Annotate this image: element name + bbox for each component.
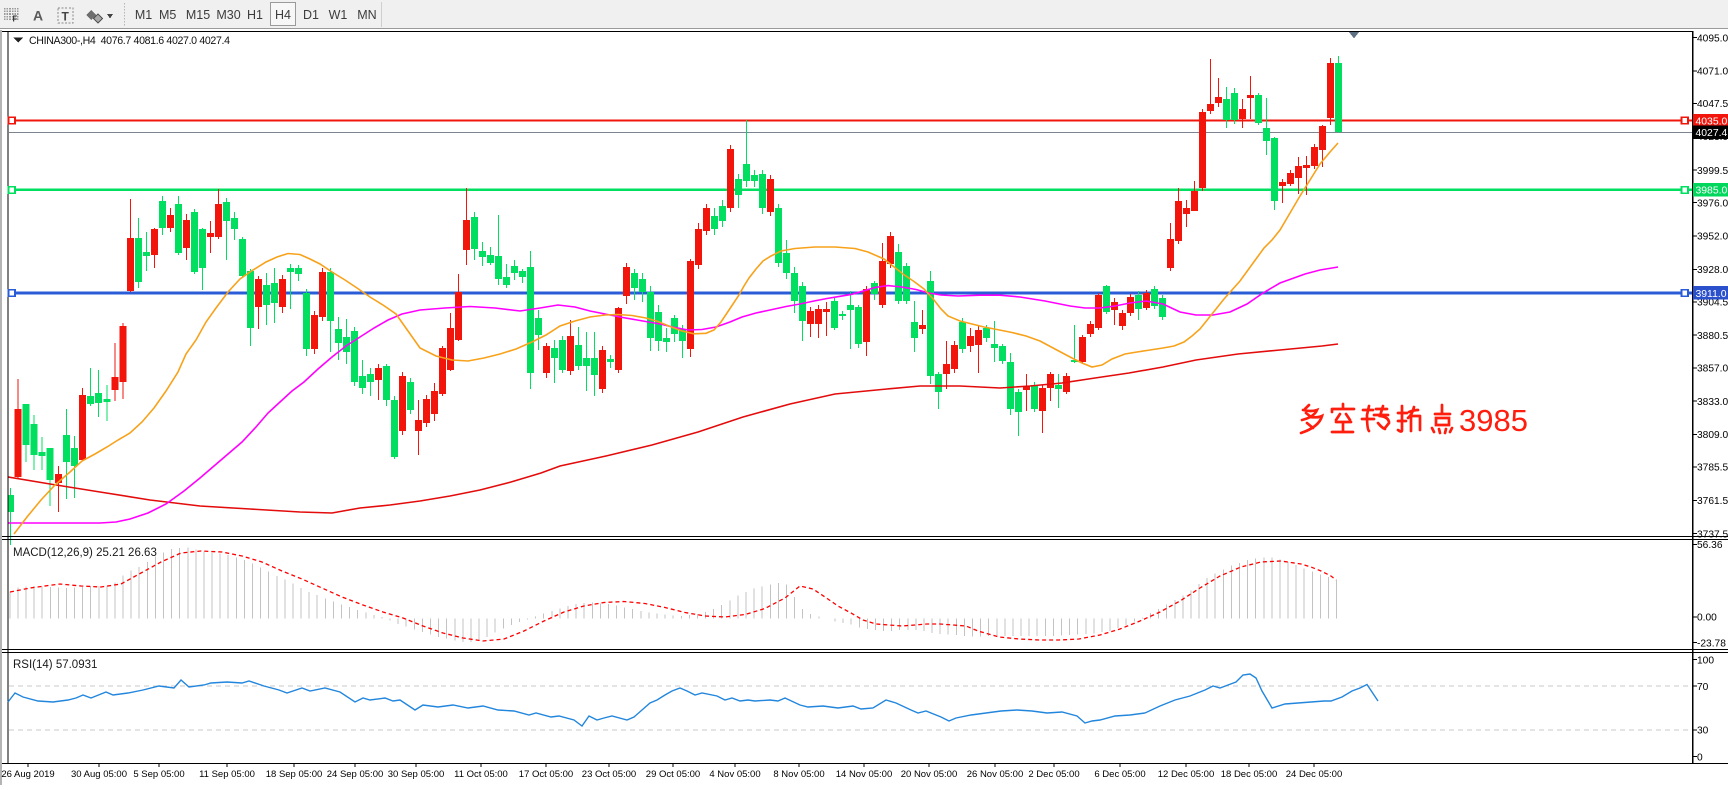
svg-text:3985: 3985: [1459, 403, 1528, 438]
svg-text:26 Aug 2019: 26 Aug 2019: [1, 769, 54, 780]
svg-text:70: 70: [1697, 682, 1709, 693]
svg-text:24 Dec 05:00: 24 Dec 05:00: [1286, 769, 1343, 780]
svg-text:D1: D1: [303, 8, 319, 22]
svg-text:3928.0: 3928.0: [1697, 265, 1728, 276]
svg-text:MN: MN: [357, 8, 376, 22]
svg-text:3809.0: 3809.0: [1697, 430, 1728, 441]
svg-text:29 Oct 05:00: 29 Oct 05:00: [646, 769, 700, 780]
svg-text:0.00: 0.00: [1697, 613, 1717, 624]
svg-text:23 Oct 05:00: 23 Oct 05:00: [582, 769, 636, 780]
svg-text:H4: H4: [275, 8, 291, 22]
svg-text:4071.0: 4071.0: [1697, 67, 1728, 78]
svg-text:3880.5: 3880.5: [1697, 331, 1728, 342]
svg-text:M5: M5: [159, 8, 176, 22]
svg-text:MACD(12,26,9) 25.21 26.63: MACD(12,26,9) 25.21 26.63: [13, 547, 157, 559]
svg-text:17 Oct 05:00: 17 Oct 05:00: [519, 769, 573, 780]
svg-text:30: 30: [1697, 726, 1709, 737]
svg-text:6 Dec 05:00: 6 Dec 05:00: [1094, 769, 1145, 780]
svg-text:3952.0: 3952.0: [1697, 232, 1728, 243]
svg-text:18 Dec 05:00: 18 Dec 05:00: [1221, 769, 1278, 780]
svg-text:T: T: [62, 10, 70, 24]
svg-text:4047.5: 4047.5: [1697, 99, 1728, 110]
svg-text:3761.5: 3761.5: [1697, 496, 1728, 507]
svg-text:M15: M15: [186, 8, 210, 22]
svg-text:100: 100: [1697, 655, 1714, 666]
svg-text:M30: M30: [216, 8, 240, 22]
svg-text:RSI(14) 57.0931: RSI(14) 57.0931: [13, 659, 97, 671]
svg-text:30 Aug 05:00: 30 Aug 05:00: [71, 769, 127, 780]
svg-text:2 Dec 05:00: 2 Dec 05:00: [1028, 769, 1079, 780]
svg-text:11 Sep 05:00: 11 Sep 05:00: [199, 769, 255, 780]
svg-text:0: 0: [1697, 752, 1703, 763]
svg-text:4 Nov 05:00: 4 Nov 05:00: [709, 769, 760, 780]
svg-text:3904.5: 3904.5: [1697, 298, 1728, 309]
svg-text:18 Sep 05:00: 18 Sep 05:00: [266, 769, 323, 780]
svg-text:12 Dec 05:00: 12 Dec 05:00: [1158, 769, 1215, 780]
svg-text:M1: M1: [135, 8, 152, 22]
svg-text:3785.5: 3785.5: [1697, 463, 1728, 474]
svg-text:14 Nov 05:00: 14 Nov 05:00: [836, 769, 893, 780]
svg-text:W1: W1: [329, 8, 348, 22]
svg-text:3833.0: 3833.0: [1697, 397, 1728, 408]
svg-text:24 Sep 05:00: 24 Sep 05:00: [327, 769, 384, 780]
svg-text:3857.0: 3857.0: [1697, 364, 1728, 375]
svg-text:4027.4: 4027.4: [1696, 128, 1728, 139]
svg-text:F: F: [13, 15, 18, 24]
svg-text:30 Sep 05:00: 30 Sep 05:00: [388, 769, 445, 780]
svg-text:3911.0: 3911.0: [1696, 289, 1727, 300]
svg-text:8 Nov 05:00: 8 Nov 05:00: [773, 769, 824, 780]
svg-text:5 Sep 05:00: 5 Sep 05:00: [133, 769, 184, 780]
svg-text:-23.78: -23.78: [1697, 638, 1726, 649]
svg-text:11 Oct 05:00: 11 Oct 05:00: [454, 769, 508, 780]
svg-text:CHINA300-,H4 4076.7 4081.6 40: CHINA300-,H4 4076.7 4081.6 4027.0 4027.4: [29, 35, 230, 47]
svg-text:3737.5: 3737.5: [1697, 529, 1728, 540]
svg-text:4035.0: 4035.0: [1696, 116, 1728, 127]
svg-text:26 Nov 05:00: 26 Nov 05:00: [967, 769, 1024, 780]
svg-text:56.36: 56.36: [1697, 540, 1723, 551]
svg-text:3985.0: 3985.0: [1696, 186, 1728, 197]
svg-text:3976.0: 3976.0: [1697, 198, 1728, 209]
svg-text:20 Nov 05:00: 20 Nov 05:00: [901, 769, 958, 780]
svg-text:4095.0: 4095.0: [1697, 33, 1728, 44]
svg-text:3999.5: 3999.5: [1697, 166, 1728, 177]
svg-text:A: A: [33, 8, 43, 24]
svg-text:H1: H1: [247, 8, 263, 22]
